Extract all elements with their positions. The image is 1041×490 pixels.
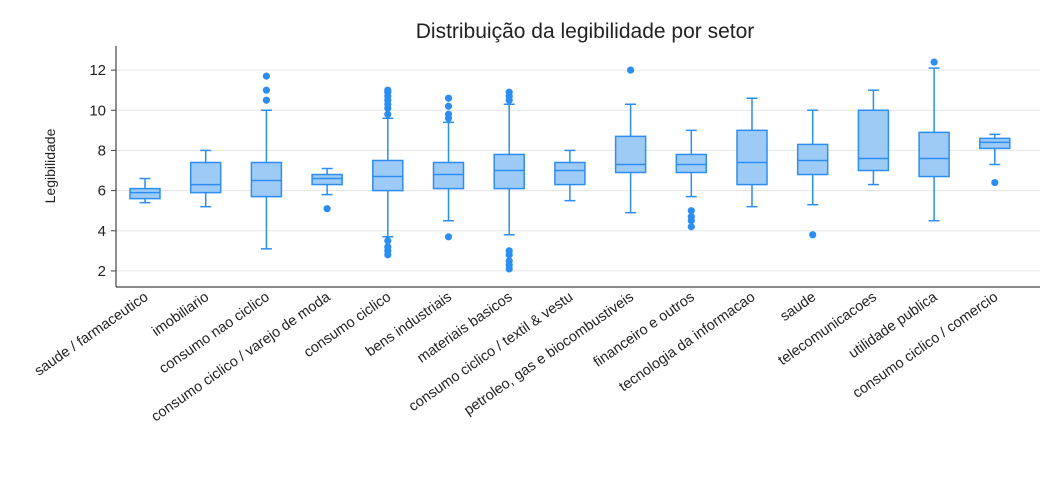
y-tick-label-0: 2	[98, 263, 106, 280]
iqr-box	[189, 161, 222, 194]
y-tick-label-2: 6	[98, 183, 106, 200]
box-7	[554, 149, 586, 202]
y-tick-label-3: 8	[98, 142, 106, 159]
outlier-point-2	[384, 243, 392, 251]
iqr-box	[432, 161, 465, 190]
outlier-point-0	[323, 205, 331, 213]
axes: 2 4 6 8 10 12	[89, 46, 1040, 288]
box-10	[736, 97, 768, 208]
y-tick-label-1: 4	[98, 223, 106, 240]
iqr-box	[979, 137, 1011, 150]
outlier-point-0	[930, 58, 938, 66]
iqr-box	[250, 161, 283, 198]
outlier-point-4	[505, 247, 513, 255]
category-label-9: financeiro e outros	[591, 289, 698, 371]
outlier-point-1	[262, 86, 270, 94]
y-tick-label-5: 12	[89, 62, 106, 79]
y-axis-label: Legibilidade	[42, 128, 58, 203]
iqr-box	[129, 187, 161, 200]
y-tick-label-4: 10	[89, 102, 106, 119]
iqr-box	[493, 153, 525, 190]
box-11	[796, 109, 829, 239]
iqr-box	[311, 173, 343, 186]
outlier-point-3	[444, 102, 453, 110]
outlier-point-0	[262, 96, 270, 104]
iqr-box	[857, 109, 890, 172]
outlier-point-0	[444, 233, 453, 241]
outlier-point-2	[444, 110, 453, 118]
iqr-box	[372, 159, 404, 192]
outlier-point-2	[505, 257, 513, 265]
iqr-box	[918, 131, 950, 178]
outlier-point-3	[687, 207, 695, 215]
outlier-point-0	[627, 66, 635, 74]
outlier-point-0	[809, 231, 817, 239]
box-14	[979, 133, 1011, 187]
chart-title: Distribuição da legibilidade por setor	[416, 20, 755, 43]
outlier-point-0	[687, 223, 695, 231]
box-0	[129, 177, 161, 204]
boxes	[129, 58, 1011, 273]
box-9	[675, 129, 708, 231]
box-3	[311, 167, 343, 213]
box-8	[614, 66, 647, 214]
iqr-box	[736, 129, 768, 186]
iqr-box	[614, 135, 647, 174]
category-label-11: saude	[777, 289, 819, 325]
box-13	[918, 58, 950, 222]
category-label-2: consumo nao ciclico	[157, 289, 273, 377]
box-6	[493, 88, 525, 273]
outlier-point-2	[687, 213, 695, 221]
box-5	[432, 94, 465, 241]
outlier-point-0	[991, 178, 999, 187]
outlier-point-2	[262, 72, 270, 80]
outlier-point-4	[444, 94, 453, 102]
iqr-box	[796, 143, 829, 176]
iqr-box	[554, 161, 586, 186]
box-2	[250, 72, 283, 250]
box-12	[857, 89, 890, 186]
outlier-point-4	[384, 110, 392, 118]
outlier-point-10	[384, 86, 392, 94]
box-1	[189, 149, 222, 208]
category-label-0: saude / farmaceutico	[32, 289, 151, 379]
iqr-box	[675, 153, 708, 174]
outlier-point-3	[384, 237, 392, 245]
box-4	[372, 86, 404, 259]
outlier-point-7	[505, 88, 513, 96]
